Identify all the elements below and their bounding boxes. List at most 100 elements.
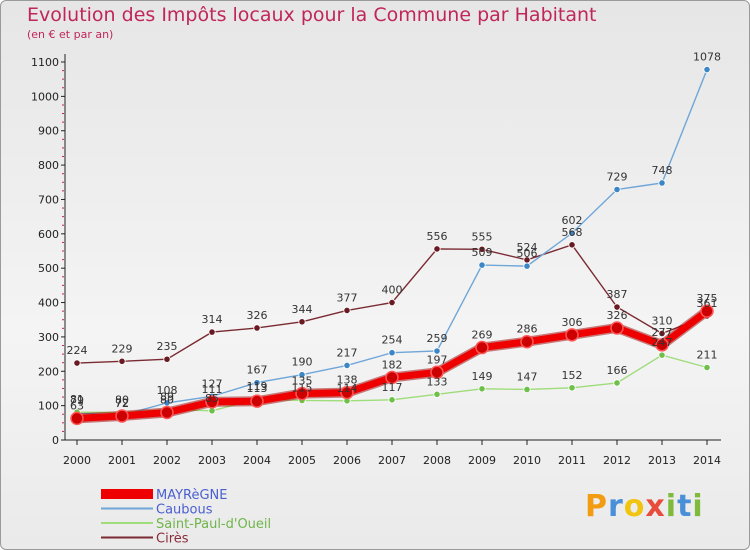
data-label: 235 [157, 340, 178, 353]
data-point [115, 409, 129, 423]
y-tick-label: 500 [38, 262, 59, 275]
data-point [523, 385, 531, 394]
data-point [388, 349, 396, 357]
data-point [520, 334, 534, 349]
data-point [343, 306, 351, 315]
x-tick-label: 2005 [288, 454, 316, 467]
data-point [388, 298, 396, 307]
legend-item: MAYRèGNE [101, 488, 228, 503]
data-label: 277 [652, 326, 673, 339]
data-label: 79 [70, 394, 84, 407]
x-tick-label: 2006 [333, 454, 361, 467]
x-tick-label: 2009 [468, 454, 496, 467]
chart-title: Evolution des Impôts locaux pour la Comm… [27, 4, 597, 26]
data-point [655, 338, 669, 352]
y-tick-label: 100 [38, 400, 59, 413]
data-point [385, 370, 399, 385]
data-point [703, 363, 711, 372]
data-point [658, 179, 666, 187]
x-tick-label: 2012 [603, 454, 631, 467]
data-label: 254 [382, 334, 403, 347]
data-label: 748 [652, 164, 673, 177]
data-label: 119 [247, 380, 268, 393]
proxiti-logo: Proxiti [585, 489, 704, 524]
logo-letter: i [665, 489, 678, 524]
y-tick-label: 300 [38, 331, 59, 344]
data-label: 113 [247, 382, 268, 395]
data-point [298, 371, 306, 379]
legend-label: Cirès [156, 532, 189, 547]
data-label: 197 [427, 353, 448, 366]
data-label: 111 [202, 383, 223, 396]
data-point [610, 321, 624, 335]
x-tick-label: 2013 [648, 454, 676, 467]
data-label: 135 [292, 375, 313, 388]
legend-item: Saint-Paul-d'Oueil [101, 517, 271, 532]
data-label: 211 [697, 348, 718, 361]
logo-letter: o [623, 489, 646, 524]
data-label: 149 [472, 370, 493, 383]
logo-letter: i [692, 489, 704, 524]
legend-label: Caubous [156, 503, 213, 518]
data-label: 387 [607, 288, 628, 301]
data-point [613, 303, 621, 311]
data-label: 80 [160, 394, 174, 407]
data-label: 80 [115, 394, 129, 407]
data-label: 286 [517, 323, 538, 336]
data-label: 326 [607, 309, 628, 322]
data-point [388, 396, 396, 404]
data-label: 506 [517, 247, 538, 260]
x-tick-label: 2008 [423, 454, 451, 467]
data-label: 400 [382, 284, 403, 297]
data-label: 361 [697, 297, 718, 310]
data-label: 524 [517, 241, 538, 254]
logo-letter: t [677, 489, 693, 524]
x-tick-label: 2001 [108, 454, 136, 467]
data-point [343, 361, 351, 370]
data-label: 72 [115, 397, 129, 410]
y-tick-label: 700 [38, 193, 59, 206]
data-point [475, 340, 489, 355]
axes: 0 100 200 300 400 500 600 700 800 900 1000 1100 2000… [31, 54, 721, 467]
data-point [568, 241, 576, 249]
data-labels-layer: 224 229 235 314 326 344 377 400 556 555 524 568 387 3… [67, 51, 722, 413]
x-tick-label: 2010 [513, 454, 541, 467]
data-point [70, 411, 84, 426]
series-layer [70, 65, 714, 426]
legend-swatch [101, 489, 153, 499]
data-label: 602 [562, 214, 583, 227]
data-point [163, 355, 171, 363]
data-label: 509 [472, 246, 493, 259]
data-label: 117 [382, 381, 403, 394]
y-tick-label: 800 [38, 159, 59, 172]
data-label: 127 [202, 377, 223, 390]
data-label: 152 [562, 369, 583, 382]
x-tick-label: 2011 [558, 454, 586, 467]
data-point [478, 261, 486, 269]
data-label: 114 [337, 382, 358, 395]
x-tick-label: 2014 [693, 454, 721, 467]
data-label: 115 [292, 381, 313, 394]
data-label: 555 [472, 230, 493, 243]
data-label: 89 [160, 390, 174, 403]
y-tick-label: 600 [38, 228, 59, 241]
data-label: 85 [205, 392, 219, 405]
y-tick-label: 1100 [31, 56, 59, 69]
data-label: 147 [517, 370, 538, 383]
data-point [433, 245, 441, 253]
data-label: 133 [427, 375, 448, 388]
data-point [205, 395, 219, 409]
data-label: 375 [697, 292, 718, 305]
data-label: 166 [607, 364, 628, 377]
data-label: 310 [652, 314, 673, 327]
data-label: 1078 [693, 51, 721, 64]
logo-letter: r [608, 489, 624, 524]
data-label: 568 [562, 226, 583, 239]
data-label: 224 [67, 344, 88, 357]
data-label: 247 [652, 336, 673, 349]
data-point [565, 328, 579, 342]
data-label: 269 [472, 329, 493, 342]
data-label: 217 [337, 346, 358, 359]
legend-label: Saint-Paul-d'Oueil [156, 517, 271, 532]
